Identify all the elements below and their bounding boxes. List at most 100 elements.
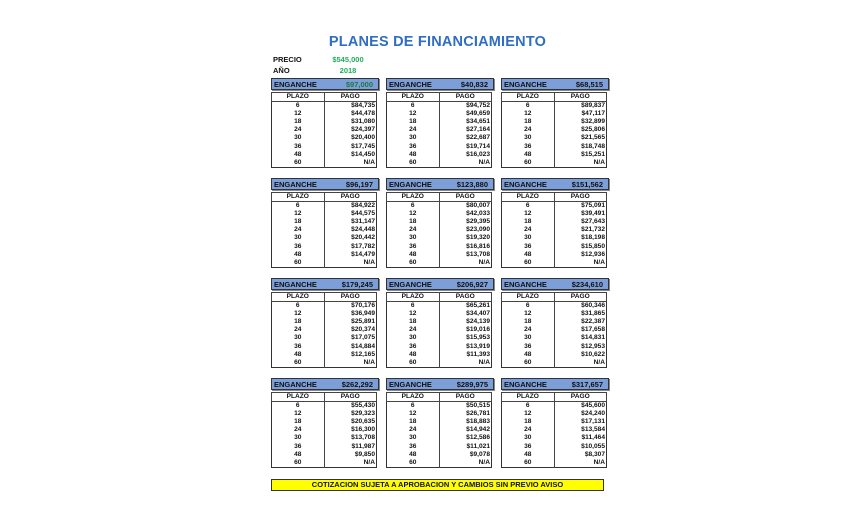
table-row: 36 $12,953 xyxy=(501,342,607,351)
table-row: 12 $26,781 xyxy=(386,409,492,418)
payment-table: PLAZO PAGO 6 $80,007 12 $42,033 18 $29,3… xyxy=(386,192,492,269)
plazo-cell: 60 xyxy=(271,358,325,368)
table-row: 60 N/A xyxy=(386,258,492,268)
anio-label: AÑO xyxy=(273,66,290,75)
enganche-value: $317,657 xyxy=(571,379,603,389)
table-row: 18 $32,899 xyxy=(501,117,607,127)
enganche-label: ENGANCHE xyxy=(389,179,432,189)
pago-header: PAGO xyxy=(323,392,377,402)
payment-table: PLAZO PAGO 6 $75,091 12 $39,491 18 $27,6… xyxy=(501,192,607,269)
table-header-row: PLAZO PAGO xyxy=(386,292,492,302)
payment-table: PLAZO PAGO 6 $60,346 12 $31,865 18 $22,3… xyxy=(501,292,607,369)
enganche-header: ENGANCHE $206,927 xyxy=(386,278,494,290)
table-header-row: PLAZO PAGO xyxy=(271,392,377,402)
plazo-cell: 12 xyxy=(501,109,555,118)
table-row: 6 $45,600 xyxy=(501,401,607,410)
plazo-cell: 30 xyxy=(386,334,440,343)
table-row: 30 $12,586 xyxy=(386,434,492,443)
pago-cell: N/A xyxy=(478,158,490,166)
pago-header: PAGO xyxy=(553,192,607,202)
plazo-cell: 18 xyxy=(386,217,440,227)
enganche-label: ENGANCHE xyxy=(389,79,432,89)
table-row: 48 $11,393 xyxy=(386,350,492,359)
plazo-cell: 24 xyxy=(501,326,555,335)
table-row: 12 $42,033 xyxy=(386,209,492,218)
plazo-cell: 24 xyxy=(271,126,325,135)
table-row: 48 $8,307 xyxy=(501,450,607,459)
plazo-cell: 30 xyxy=(386,434,440,443)
table-row: 6 $94,752 xyxy=(386,101,492,110)
enganche-value: $97,000 xyxy=(345,79,373,89)
plazo-cell: 18 xyxy=(271,417,325,427)
pago-cell: $14,884 xyxy=(351,342,375,350)
pago-cell: $27,643 xyxy=(581,217,605,225)
table-row: 18 $31,147 xyxy=(271,217,377,227)
pago-cell: N/A xyxy=(593,458,605,466)
plazo-cell: 30 xyxy=(386,134,440,143)
pago-cell: $18,198 xyxy=(581,234,605,242)
plazo-cell: 30 xyxy=(271,234,325,243)
plazo-header: PLAZO xyxy=(271,392,325,402)
plazo-cell: 6 xyxy=(386,401,440,410)
table-row: 18 $27,643 xyxy=(501,217,607,227)
plazo-header: PLAZO xyxy=(386,92,440,102)
table-row: 6 $70,176 xyxy=(271,301,377,310)
page-title: PLANES DE FINANCIAMIENTO xyxy=(328,34,547,50)
plazo-header: PLAZO xyxy=(501,92,555,102)
table-row: 36 $13,919 xyxy=(386,342,492,351)
pago-cell: N/A xyxy=(593,358,605,366)
payment-table: PLAZO PAGO 6 $70,176 12 $36,949 18 $25,8… xyxy=(271,292,377,369)
plazo-cell: 30 xyxy=(501,334,555,343)
pago-cell: $13,708 xyxy=(351,434,375,442)
table-row: 30 $14,831 xyxy=(501,334,607,343)
pago-cell: $55,430 xyxy=(351,401,375,409)
pago-cell: $18,748 xyxy=(581,142,605,150)
table-row: 36 $16,816 xyxy=(386,242,492,251)
plazo-cell: 12 xyxy=(386,409,440,418)
pago-cell: $25,806 xyxy=(581,126,605,134)
plazo-cell: 60 xyxy=(501,358,555,368)
pago-cell: $12,586 xyxy=(466,434,490,442)
pago-cell: $22,687 xyxy=(466,134,490,142)
pago-header: PAGO xyxy=(438,292,492,302)
table-row: 24 $20,374 xyxy=(271,326,377,335)
pago-cell: $39,491 xyxy=(581,209,605,217)
enganche-label: ENGANCHE xyxy=(504,279,547,289)
pago-cell: $29,395 xyxy=(466,217,490,225)
pago-cell: $34,651 xyxy=(466,117,490,125)
pago-cell: $8,307 xyxy=(584,450,605,458)
enganche-label: ENGANCHE xyxy=(274,179,317,189)
table-row: 12 $44,478 xyxy=(271,109,377,118)
pago-cell: $17,745 xyxy=(351,142,375,150)
plazo-cell: 30 xyxy=(271,134,325,143)
plazo-cell: 48 xyxy=(271,350,325,359)
plazo-cell: 18 xyxy=(501,317,555,327)
table-row: 60 N/A xyxy=(501,358,607,368)
plazo-cell: 36 xyxy=(271,342,325,351)
pago-header: PAGO xyxy=(553,92,607,102)
table-row: 24 $17,658 xyxy=(501,326,607,335)
precio-value: $545,000 xyxy=(332,55,364,64)
plazo-cell: 36 xyxy=(386,442,440,451)
plazo-cell: 12 xyxy=(501,209,555,218)
plazo-header: PLAZO xyxy=(271,192,325,202)
table-row: 60 N/A xyxy=(386,158,492,168)
plazo-cell: 30 xyxy=(501,434,555,443)
pago-cell: $10,055 xyxy=(581,442,605,450)
table-row: 30 $11,464 xyxy=(501,434,607,443)
plazo-cell: 48 xyxy=(271,250,325,259)
plazo-cell: 60 xyxy=(271,258,325,268)
table-row: 12 $24,240 xyxy=(501,409,607,418)
table-row: 18 $20,635 xyxy=(271,417,377,427)
table-row: 6 $75,091 xyxy=(501,201,607,210)
plazo-cell: 48 xyxy=(386,250,440,259)
table-row: 60 N/A xyxy=(271,358,377,368)
pago-cell: $17,782 xyxy=(351,242,375,250)
pago-cell: $49,659 xyxy=(466,109,490,117)
table-row: 18 $18,883 xyxy=(386,417,492,427)
plazo-cell: 18 xyxy=(386,117,440,127)
plazo-cell: 12 xyxy=(386,209,440,218)
plazo-cell: 48 xyxy=(271,450,325,459)
plazo-cell: 24 xyxy=(501,426,555,435)
payment-table: PLAZO PAGO 6 $45,600 12 $24,240 18 $17,1… xyxy=(501,392,607,469)
